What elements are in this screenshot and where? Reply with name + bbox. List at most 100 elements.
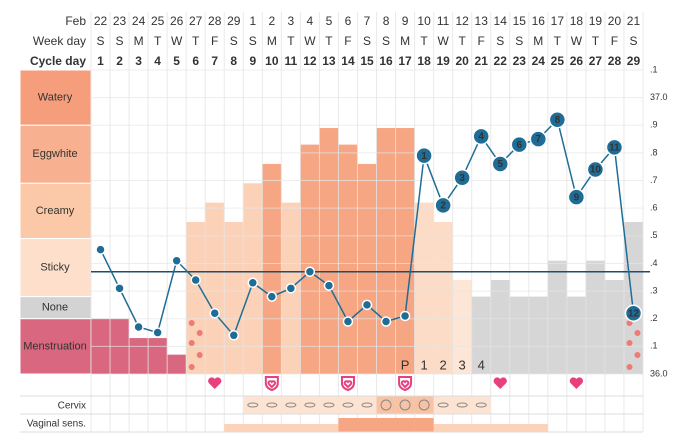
weekday: S <box>249 34 257 48</box>
weekday: S <box>629 34 637 48</box>
weekday: S <box>363 34 371 48</box>
band <box>19 318 92 375</box>
band-label: None <box>42 302 68 314</box>
weekday: F <box>611 34 618 48</box>
temperature-point <box>586 160 605 179</box>
fluid-bar <box>490 280 510 374</box>
y-tick-label: .2 <box>650 313 658 323</box>
cervix-cell <box>357 396 377 414</box>
weekday: T <box>459 34 467 48</box>
protected-marker <box>340 376 355 392</box>
fluid-bar <box>167 354 187 374</box>
cycle-day: 28 <box>608 54 622 68</box>
temperature-point <box>380 316 392 327</box>
date: 17 <box>551 14 565 28</box>
fluid-bar <box>623 222 643 374</box>
cervix-symbol <box>475 402 487 408</box>
fluid-bar <box>376 128 396 374</box>
y-tick-label: .3 <box>650 285 658 295</box>
date: 4 <box>307 14 314 28</box>
temperature-point <box>152 327 163 338</box>
spotting-dot <box>196 352 203 358</box>
temperature-point <box>228 330 240 341</box>
date: 9 <box>402 14 409 28</box>
fluid-bar <box>148 338 168 374</box>
fluid-bar <box>300 144 320 374</box>
heart-marker <box>569 377 583 389</box>
temperature-point <box>510 135 529 154</box>
vaginal-cell <box>414 418 434 432</box>
date: 29 <box>227 14 241 28</box>
date: 16 <box>532 14 546 28</box>
cycle-day: 20 <box>455 54 469 68</box>
fluid-bar <box>509 296 529 374</box>
date: 19 <box>589 14 603 28</box>
cervix-symbol <box>323 402 335 408</box>
fluid-bar <box>186 222 206 374</box>
cervix-symbol <box>418 399 430 411</box>
phase-label: 2 <box>440 357 447 372</box>
cycle-day: 6 <box>192 54 199 68</box>
date: 28 <box>208 14 222 28</box>
y-tick-label: .4 <box>650 258 658 268</box>
cycle-day: 19 <box>436 54 450 68</box>
cycle-day: 18 <box>417 54 431 68</box>
date: 12 <box>455 14 469 28</box>
cycle-day: 7 <box>211 54 218 68</box>
cervix-symbol <box>304 402 316 408</box>
cervix-cell <box>433 396 453 414</box>
temperature-point <box>605 138 624 157</box>
cervix-cell <box>243 396 263 414</box>
temperature-point <box>415 146 433 165</box>
cycle-day: 15 <box>360 54 374 68</box>
date: 2 <box>268 14 275 28</box>
temperature-point <box>171 255 182 266</box>
point-label: 6 <box>516 140 522 151</box>
weekday: T <box>192 34 200 48</box>
protected-marker <box>264 376 279 392</box>
weekday: W <box>437 34 449 48</box>
cycle-day: 11 <box>285 54 298 68</box>
spotting-dot <box>188 320 195 326</box>
vaginal-label: Vaginal sens. <box>27 419 86 430</box>
band-label: Eggwhite <box>32 148 77 160</box>
cervix-cell <box>376 396 396 414</box>
fluid-bar <box>585 260 605 374</box>
cycle-day: 24 <box>532 54 546 68</box>
weekday: T <box>420 34 428 48</box>
cervix-cell <box>300 396 320 414</box>
cervix-cell <box>452 396 472 414</box>
weekday: T <box>154 34 162 48</box>
cycle-day: 23 <box>513 54 527 68</box>
vaginal-cell <box>433 424 453 432</box>
fluid-bar <box>566 296 586 374</box>
phase-label: 4 <box>478 357 485 372</box>
temperature-point <box>114 283 125 294</box>
point-label: 4 <box>478 131 484 142</box>
temperature-point <box>399 310 411 322</box>
cycle-day: 27 <box>589 54 603 68</box>
cycle-day: 12 <box>303 54 317 68</box>
temperature-point <box>624 304 643 322</box>
phase-label: 3 <box>459 357 466 372</box>
vaginal-cell <box>243 424 263 432</box>
vaginal-cell <box>490 424 510 432</box>
temperature-point <box>472 127 490 146</box>
temperature-point <box>323 280 335 291</box>
cycle-day: 22 <box>494 54 508 68</box>
cervix-cell <box>395 396 415 414</box>
weekday: F <box>211 34 218 48</box>
phase-label: 1 <box>420 357 427 372</box>
temperature-point <box>548 110 567 129</box>
band-label: Sticky <box>40 262 70 274</box>
cycle-day: 3 <box>135 54 142 68</box>
date: 23 <box>113 14 127 28</box>
temperature-point <box>529 130 548 148</box>
cycle-day: 5 <box>173 54 180 68</box>
date: 25 <box>151 14 165 28</box>
date: 5 <box>326 14 333 28</box>
fluid-bar <box>224 222 244 374</box>
date: 14 <box>494 14 508 28</box>
spotting-dot <box>626 364 633 370</box>
